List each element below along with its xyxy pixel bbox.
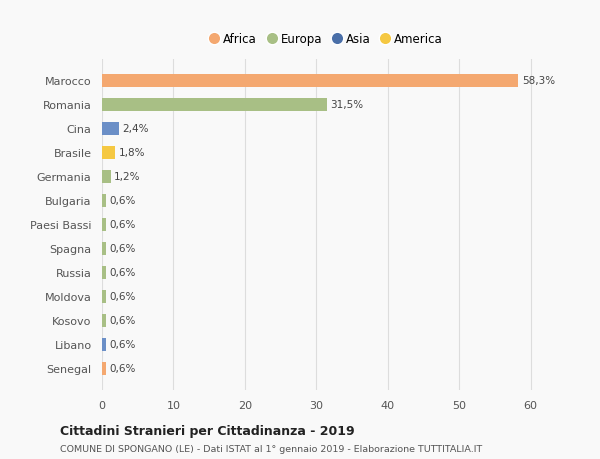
Bar xyxy=(102,170,110,184)
Text: 0,6%: 0,6% xyxy=(110,220,136,230)
Bar xyxy=(102,242,106,255)
Text: Cittadini Stranieri per Cittadinanza - 2019: Cittadini Stranieri per Cittadinanza - 2… xyxy=(60,424,355,437)
Text: 58,3%: 58,3% xyxy=(522,76,555,86)
Text: 0,6%: 0,6% xyxy=(110,196,136,206)
Text: 2,4%: 2,4% xyxy=(123,124,149,134)
Text: 0,6%: 0,6% xyxy=(110,340,136,350)
Text: 0,6%: 0,6% xyxy=(110,244,136,254)
Text: 0,6%: 0,6% xyxy=(110,364,136,374)
Text: 0,6%: 0,6% xyxy=(110,268,136,278)
Bar xyxy=(102,290,106,303)
Text: COMUNE DI SPONGANO (LE) - Dati ISTAT al 1° gennaio 2019 - Elaborazione TUTTITALI: COMUNE DI SPONGANO (LE) - Dati ISTAT al … xyxy=(60,444,482,453)
Bar xyxy=(102,146,115,160)
Bar xyxy=(102,99,327,112)
Text: 0,6%: 0,6% xyxy=(110,316,136,325)
Bar xyxy=(102,123,119,136)
Bar xyxy=(102,362,106,375)
Bar xyxy=(102,195,106,207)
Legend: Africa, Europa, Asia, America: Africa, Europa, Asia, America xyxy=(208,29,446,49)
Bar xyxy=(102,314,106,327)
Text: 31,5%: 31,5% xyxy=(331,100,364,110)
Bar xyxy=(102,338,106,351)
Bar xyxy=(102,75,518,88)
Text: 0,6%: 0,6% xyxy=(110,292,136,302)
Text: 1,8%: 1,8% xyxy=(118,148,145,158)
Text: 1,2%: 1,2% xyxy=(114,172,140,182)
Bar xyxy=(102,218,106,231)
Bar xyxy=(102,266,106,280)
